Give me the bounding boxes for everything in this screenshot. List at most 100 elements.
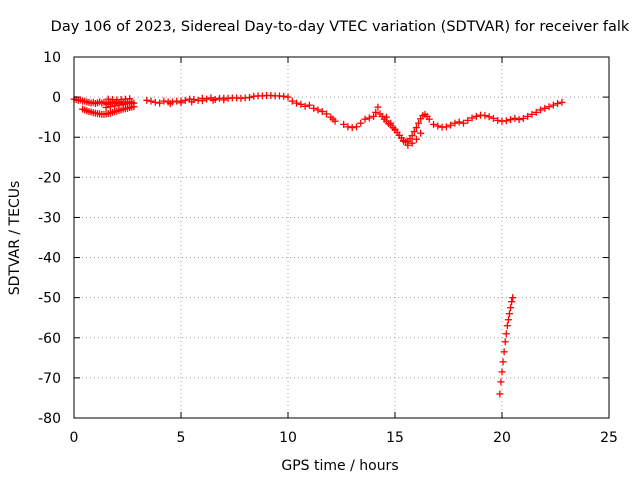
data-point xyxy=(481,112,489,120)
data-point xyxy=(382,113,390,121)
data-point xyxy=(472,112,480,120)
data-point xyxy=(400,137,408,145)
data-point xyxy=(128,99,136,107)
data-point xyxy=(502,117,510,125)
x-tick-label: 15 xyxy=(386,430,404,446)
data-point xyxy=(554,100,562,108)
data-point xyxy=(111,102,119,110)
y-tick-label: 0 xyxy=(52,90,61,106)
data-point xyxy=(115,101,123,109)
data-point xyxy=(395,131,403,139)
data-point xyxy=(494,116,502,124)
x-axis-label: GPS time / hours xyxy=(281,458,398,474)
data-point xyxy=(501,338,509,346)
y-tick-label: -40 xyxy=(38,251,61,267)
data-point xyxy=(500,348,508,356)
data-point xyxy=(177,99,185,107)
data-point xyxy=(203,95,211,103)
data-point xyxy=(314,106,322,114)
data-point xyxy=(508,298,516,306)
data-point xyxy=(541,104,549,112)
data-point xyxy=(387,119,395,127)
data-point xyxy=(507,304,515,312)
data-point xyxy=(412,135,420,143)
data-point xyxy=(410,128,418,136)
data-point xyxy=(126,95,134,103)
data-point xyxy=(485,113,493,121)
y-tick-labels: 10 0 -10 -20 -30 -40 -50 -60 -70 -80 xyxy=(38,50,61,427)
data-point xyxy=(451,119,459,127)
data-point xyxy=(188,98,196,106)
x-tick-label: 20 xyxy=(493,430,511,446)
data-point xyxy=(532,108,540,116)
data-point xyxy=(209,96,217,104)
y-tick-label: -30 xyxy=(38,210,61,226)
data-point xyxy=(430,120,438,128)
data-point xyxy=(404,141,412,149)
data-point xyxy=(340,120,348,128)
data-point xyxy=(408,139,416,147)
data-point xyxy=(102,104,110,112)
data-point xyxy=(503,322,511,330)
axis-ticks xyxy=(73,56,610,419)
data-point xyxy=(297,100,305,108)
data-point xyxy=(181,96,189,104)
data-point xyxy=(489,114,497,122)
data-point xyxy=(549,101,557,109)
data-point xyxy=(357,119,365,127)
data-point xyxy=(124,100,131,108)
x-tick-label: 0 xyxy=(70,430,79,446)
data-point xyxy=(434,122,442,130)
data-point xyxy=(468,114,476,122)
data-point xyxy=(511,114,519,122)
x-tick-labels: 0 5 10 15 20 25 xyxy=(70,430,618,446)
data-point xyxy=(106,103,114,111)
data-point xyxy=(365,114,373,122)
data-point xyxy=(220,96,228,104)
data-point xyxy=(455,118,463,126)
data-point xyxy=(119,100,127,108)
data-point xyxy=(318,108,326,116)
data-point xyxy=(156,99,164,107)
data-point xyxy=(447,121,455,129)
data-point xyxy=(348,124,356,132)
grid-lines xyxy=(74,57,609,418)
data-point xyxy=(305,101,313,109)
y-tick-label: -60 xyxy=(38,331,61,347)
y-tick-label: -50 xyxy=(38,291,61,307)
data-point xyxy=(284,93,292,101)
data-point xyxy=(545,103,553,111)
data-point xyxy=(499,358,507,366)
data-point xyxy=(496,390,504,398)
data-point xyxy=(509,294,517,302)
y-tick-label: -80 xyxy=(38,411,61,427)
x-tick-label: 10 xyxy=(279,430,297,446)
data-point xyxy=(412,124,420,132)
y-tick-label: -20 xyxy=(38,170,61,186)
data-point xyxy=(417,129,425,137)
data-point xyxy=(361,115,369,123)
data-point xyxy=(331,117,339,125)
data-point xyxy=(143,96,151,104)
data-point xyxy=(147,97,155,105)
data-point xyxy=(442,123,450,131)
data-points xyxy=(70,92,566,398)
data-point xyxy=(301,102,309,110)
x-tick-label: 25 xyxy=(600,430,618,446)
data-point xyxy=(352,123,360,131)
data-point xyxy=(528,110,536,118)
data-point xyxy=(310,104,318,112)
data-point xyxy=(374,103,382,111)
y-tick-label: -70 xyxy=(38,371,61,387)
data-point xyxy=(558,98,566,106)
chart-title: Day 106 of 2023, Sidereal Day-to-day VTE… xyxy=(51,19,630,35)
data-point xyxy=(198,97,206,105)
data-point xyxy=(323,110,331,118)
data-point xyxy=(515,116,523,124)
data-point xyxy=(166,100,174,108)
data-point xyxy=(524,112,532,120)
data-point xyxy=(130,103,138,111)
data-point xyxy=(497,378,505,386)
data-point xyxy=(293,99,301,107)
